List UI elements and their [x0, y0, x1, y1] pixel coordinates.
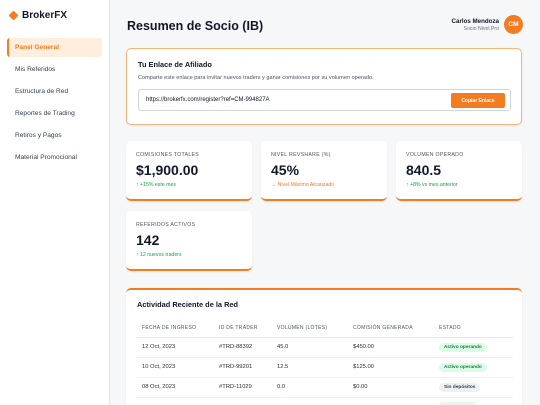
- column-header: COMISIÓN GENERADA: [348, 320, 434, 338]
- affiliate-link-field[interactable]: https://brokerfx.com/register?ref=CM-994…: [138, 89, 511, 111]
- status-badge: Sin depósitos: [439, 382, 481, 392]
- affiliate-description: Comparte este enlace para invitar nuevos…: [138, 75, 374, 81]
- sidebar-item-panel-general[interactable]: Panel General: [7, 38, 102, 57]
- cell-date: 08 Oct, 2023: [137, 377, 214, 398]
- brand-logo[interactable]: BrokerFX: [8, 10, 68, 21]
- column-header: VOLUMEN (LOTES): [272, 320, 348, 338]
- cell-trader-id: #TRD-99201: [214, 357, 272, 378]
- stat-card-revshare: NIVEL REVSHARE (%) 45% → Nivel Máximo Al…: [261, 141, 387, 201]
- stat-label: NIVEL REVSHARE (%): [271, 152, 331, 158]
- stat-card-commissions: COMISIONES TOTALES $1,900.00 ↑ +15% este…: [126, 141, 252, 201]
- cell-status: Activo operando: [434, 337, 513, 358]
- column-header: ID DE TRADER: [214, 320, 272, 338]
- table-row[interactable]: [137, 397, 513, 405]
- sidebar-item-reportes-de-trading[interactable]: Reportes de Trading: [15, 110, 75, 117]
- cell-commission: [348, 397, 434, 405]
- cell-date: 10 Oct, 2023: [137, 357, 214, 378]
- stat-value: 142: [136, 232, 160, 248]
- stat-value: 45%: [271, 162, 300, 178]
- affiliate-title: Tu Enlace de Afiliado: [138, 60, 212, 69]
- cell-status: Sin depósitos: [434, 377, 513, 398]
- cell-status: [434, 397, 513, 405]
- affiliate-link-url[interactable]: https://brokerfx.com/register?ref=CM-994…: [146, 97, 270, 103]
- stat-label: REFERIDOS ACTIVOS: [136, 222, 196, 228]
- stat-label: COMISIONES TOTALES: [136, 152, 200, 158]
- diamond-logo-icon: [8, 10, 19, 21]
- sidebar-nav: Panel General Mis Referidos Estructura d…: [7, 38, 102, 170]
- sidebar: BrokerFX Panel General Mis Referidos Est…: [0, 0, 110, 405]
- cell-commission: $125.00: [348, 357, 434, 378]
- sidebar-item-mis-referidos[interactable]: Mis Referidos: [15, 66, 56, 73]
- page-title: Resumen de Socio (IB): [127, 19, 264, 33]
- network-activity-card: Actividad Reciente de la Red FECHA DE IN…: [126, 288, 522, 405]
- cell-volume: 0.0: [272, 377, 348, 398]
- cell-commission: $0.00: [348, 377, 434, 398]
- cell-date: 12 Oct, 2023: [137, 337, 214, 358]
- user-name: Carlos Mendoza: [451, 17, 499, 25]
- cell-trader-id: #TRD-11029: [214, 377, 272, 398]
- affiliate-link-card: Tu Enlace de Afiliado Comparte este enla…: [126, 48, 522, 125]
- sidebar-item-estructura-de-red[interactable]: Estructura de Red: [15, 88, 69, 95]
- activity-title: Actividad Reciente de la Red: [137, 300, 239, 309]
- status-badge: [439, 402, 477, 405]
- cell-status: Activo operando: [434, 357, 513, 378]
- table-row[interactable]: 12 Oct, 2023 #TRD-88392 45.0 $450.00 Act…: [137, 337, 513, 358]
- stat-card-volume: VOLUMEN OPERADO 840.5 ↑ +8% vs mes anter…: [396, 141, 522, 201]
- main-content: Resumen de Socio (IB) Carlos Mendoza Soc…: [110, 0, 540, 405]
- sidebar-item-retiros-y-pagos[interactable]: Retiros y Pagos: [15, 132, 62, 139]
- brand-name: BrokerFX: [22, 10, 68, 21]
- cell-trader-id: [214, 397, 272, 405]
- stat-trend: ↑ +15% este mes: [136, 182, 176, 188]
- cell-volume: [272, 397, 348, 405]
- user-info: Carlos Mendoza Socio Nivel Pro: [452, 18, 499, 32]
- stat-trend: ↑ 12 nuevos traders: [136, 252, 182, 258]
- avatar[interactable]: CM: [504, 15, 523, 34]
- stat-value: 840.5: [406, 162, 442, 178]
- stat-card-active-referrals: REFERIDOS ACTIVOS 142 ↑ 12 nuevos trader…: [126, 211, 252, 271]
- activity-table: FECHA DE INGRESO ID DE TRADER VOLUMEN (L…: [137, 320, 513, 405]
- column-header: FECHA DE INGRESO: [137, 320, 214, 338]
- status-badge: Activo operando: [439, 362, 487, 372]
- table-row[interactable]: 10 Oct, 2023 #TRD-99201 12.5 $125.00 Act…: [137, 357, 513, 378]
- stat-trend: ↑ +8% vs mes anterior: [406, 182, 458, 188]
- table-row[interactable]: 08 Oct, 2023 #TRD-11029 0.0 $0.00 Sin de…: [137, 377, 513, 398]
- cell-volume: 45.0: [272, 337, 348, 358]
- cell-date: [137, 397, 214, 405]
- cell-commission: $450.00: [348, 337, 434, 358]
- column-header: ESTADO: [434, 320, 513, 338]
- status-badge: Activo operando: [439, 342, 487, 352]
- stat-trend: → Nivel Máximo Alcanzado: [271, 182, 335, 188]
- table-header-row: FECHA DE INGRESO ID DE TRADER VOLUMEN (L…: [137, 320, 513, 338]
- cell-volume: 12.5: [272, 357, 348, 378]
- user-role: Socio Nivel Pro: [463, 25, 499, 32]
- user-profile[interactable]: Carlos Mendoza Socio Nivel Pro CM: [452, 15, 523, 34]
- sidebar-item-material-promocional[interactable]: Material Promocional: [15, 154, 77, 161]
- stat-label: VOLUMEN OPERADO: [406, 152, 464, 158]
- copy-link-button[interactable]: Copiar Enlace: [451, 93, 505, 108]
- stat-value: $1,900.00: [136, 162, 199, 178]
- cell-trader-id: #TRD-88392: [214, 337, 272, 358]
